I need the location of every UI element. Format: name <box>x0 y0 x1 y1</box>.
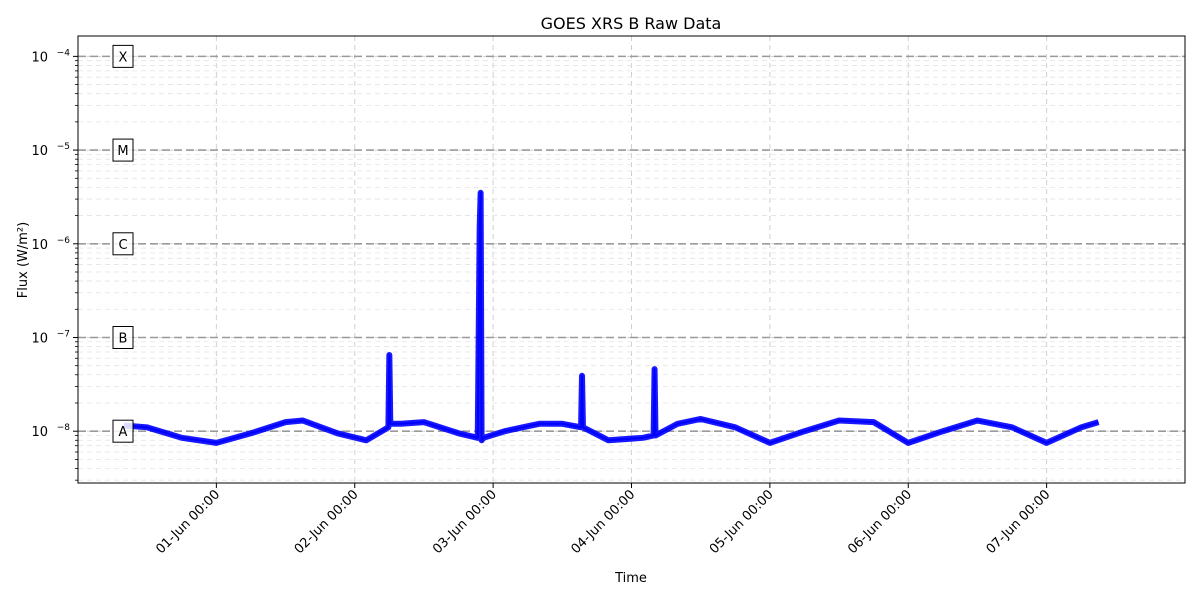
flare-class-label-box <box>112 325 134 349</box>
flare-class-label-text: B <box>119 331 128 346</box>
flare-class-label-text: M <box>117 144 128 159</box>
flux-band <box>123 189 1100 446</box>
y-tick-label: 10 <box>31 144 48 159</box>
y-axis-ticks: 10 −8 10 −7 10 −6 10 −5 10 −4 <box>31 48 78 481</box>
flare-class-label-box <box>112 419 134 443</box>
flare-class-lines <box>78 55 1185 432</box>
x-tick-label: 06-Jun 00:00 <box>845 487 915 557</box>
flare-class-label-box <box>112 138 134 162</box>
y-tick-exponent: −4 <box>57 48 71 58</box>
grid-layer <box>78 36 1185 483</box>
flare-class-label-box <box>112 232 134 256</box>
series-layer <box>123 189 1100 446</box>
y-tick-label: 10 <box>31 50 48 65</box>
y-tick-label: 10 <box>31 331 48 346</box>
x-tick-label: 01-Jun 00:00 <box>153 487 223 557</box>
y-axis-label: Flux (W/m²) <box>16 222 31 298</box>
y-tick-exponent: −8 <box>57 423 71 433</box>
flare-class-label-B: B <box>112 325 134 349</box>
flare-class-label-C: C <box>112 232 134 256</box>
x-tick-label: 05-Jun 00:00 <box>707 487 777 557</box>
flare-class-label-X: X <box>112 44 134 68</box>
flare-class-label-box <box>112 44 134 68</box>
flare-class-label-text: X <box>119 50 128 65</box>
y-tick-exponent: −5 <box>57 142 70 152</box>
flare-class-label-text: A <box>119 425 128 440</box>
chart-title: GOES XRS B Raw Data <box>541 14 722 33</box>
flare-class-labels: A B C M X <box>112 44 134 443</box>
flare-class-label-text: C <box>118 238 127 253</box>
y-tick-label: 10 <box>31 238 48 253</box>
x-tick-label: 02-Jun 00:00 <box>292 487 362 557</box>
x-tick-label: 03-Jun 00:00 <box>430 487 500 557</box>
flare-class-label-M: M <box>112 138 134 162</box>
x-axis-label: Time <box>614 571 647 586</box>
y-tick-label: 10 <box>31 425 48 440</box>
flux-series-line <box>124 191 1099 444</box>
flare-class-label-A: A <box>112 419 134 443</box>
y-tick-exponent: −7 <box>57 329 70 339</box>
y-tick-exponent: −6 <box>57 236 71 246</box>
x-tick-label: 07-Jun 00:00 <box>984 487 1054 557</box>
x-tick-label: 04-Jun 00:00 <box>568 487 638 557</box>
x-axis-ticks: 01-Jun 00:00 02-Jun 00:00 03-Jun 00:00 04-J… <box>153 483 1053 557</box>
